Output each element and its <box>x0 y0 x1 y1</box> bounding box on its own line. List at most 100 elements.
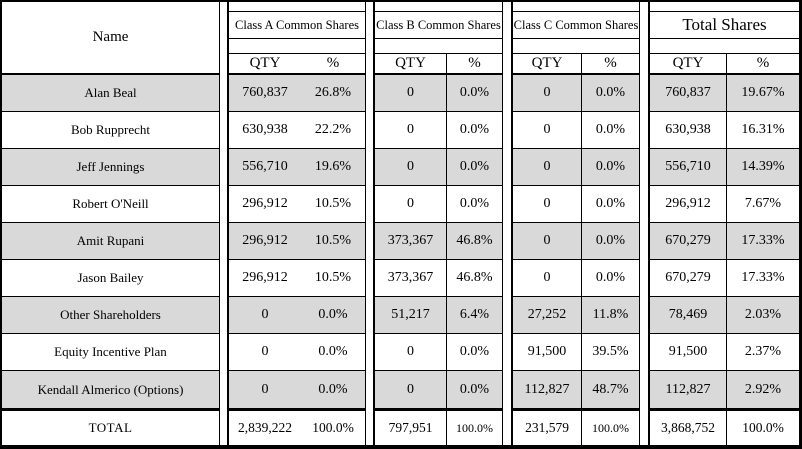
total-shares-body: 760,837 19.67% 630,938 16.31% 556,710 14.39% 2… <box>650 75 799 408</box>
table-row: Jason Bailey <box>2 260 219 297</box>
pct-value: 0.0% <box>318 307 348 322</box>
table-row: Kendall Almerico (Options) <box>2 371 219 408</box>
pct-value: 16.31% <box>726 112 799 148</box>
pct-column-header: % <box>726 54 799 73</box>
table-row: Alan Beal <box>2 75 219 112</box>
qty-value: 27,252 <box>527 307 567 322</box>
qty-value: 0 <box>407 381 414 397</box>
table-row: 0 0.0% <box>513 112 639 149</box>
table-row: 0 0.0% <box>513 75 639 112</box>
qty-value: 0 <box>543 85 551 100</box>
qty-value: 51,217 <box>391 307 430 322</box>
total-qty-value: 2,839,222 <box>238 420 292 435</box>
table-row: 0 0.0% <box>513 149 639 186</box>
pct-value: 10.5% <box>314 233 352 248</box>
pct-value: 6.4% <box>446 297 502 333</box>
pct-value: 19.67% <box>726 75 799 111</box>
pct-value: 17.33% <box>726 260 799 296</box>
class-c-section: Class C Common Shares QTY % 0 0.0% 0 0.0% 0 0… <box>511 2 640 445</box>
qty-value: 670,279 <box>665 270 711 285</box>
class-b-body: 0 0.0% 0 0.0% 0 0.0% 0 0.0% 373,367 46.8% 373,367 4… <box>375 75 502 408</box>
table-row: 0 0.0% <box>513 186 639 223</box>
table-row: 0 0.0% <box>375 75 502 112</box>
table-row: 296,912 10.5% <box>229 260 365 297</box>
table-row: 0 0.0% <box>229 371 365 408</box>
shareholder-name: Kendall Almerico (Options) <box>37 381 184 397</box>
pct-value: 2.37% <box>726 334 799 370</box>
qty-value: 630,938 <box>242 122 288 137</box>
table-row: Amit Rupani <box>2 223 219 260</box>
total-qty-value: 3,868,752 <box>661 420 715 435</box>
total-row: TOTAL <box>2 408 219 445</box>
table-row: Other Shareholders <box>2 297 219 334</box>
pct-value: 14.39% <box>726 149 799 185</box>
table-row: 556,710 19.6% <box>229 149 365 186</box>
pct-value: 19.6% <box>314 159 352 174</box>
table-row: Robert O'Neill <box>2 186 219 223</box>
table-row: 296,912 10.5% <box>229 223 365 260</box>
table-row: 373,367 46.8% <box>375 223 502 260</box>
class-a-subheader: QTY % <box>229 53 365 75</box>
table-row: 0 0.0% <box>513 223 639 260</box>
pct-value: 22.2% <box>314 122 352 137</box>
table-row: 112,827 2.92% <box>650 371 799 408</box>
total-shares-section: Total Shares QTY % 760,837 19.67% 630,938 1… <box>648 2 800 445</box>
pct-value: 0.0% <box>581 75 639 111</box>
qty-value: 91,500 <box>668 344 708 359</box>
qty-value: 670,279 <box>665 233 711 248</box>
total-row-label: TOTAL <box>88 420 133 435</box>
shareholder-name: Robert O'Neill <box>72 196 149 211</box>
header-spacer <box>650 2 799 11</box>
table-row: 0 0.0% <box>229 297 365 334</box>
qty-column-header: QTY <box>249 55 281 71</box>
table-row: 51,217 6.4% <box>375 297 502 334</box>
qty-value: 0 <box>543 233 551 248</box>
qty-value: 0 <box>543 122 551 137</box>
name-column-section: Name Alan Beal Bob Rupprecht Jeff Jennings… <box>2 2 220 445</box>
name-column-header: Name <box>2 2 219 75</box>
total-row: 3,868,752 100.0% <box>650 408 799 445</box>
shareholder-name: Other Shareholders <box>60 307 161 322</box>
table-row: 296,912 10.5% <box>229 186 365 223</box>
shareholder-name: Jeff Jennings <box>76 159 145 174</box>
total-qty-value: 797,951 <box>388 420 433 435</box>
table-row: 91,500 39.5% <box>513 334 639 371</box>
pct-column-header: % <box>446 54 502 73</box>
qty-column-header: QTY <box>531 55 563 71</box>
qty-value: 0 <box>543 159 551 174</box>
table-row: 0 0.0% <box>375 371 502 408</box>
pct-value: 46.8% <box>446 260 502 296</box>
qty-value: 556,710 <box>242 159 288 174</box>
pct-value: 26.8% <box>314 85 352 100</box>
class-c-body: 0 0.0% 0 0.0% 0 0.0% 0 0.0% 0 0.0% 0 0.0% 27,252 11.8… <box>513 75 639 408</box>
qty-value: 0 <box>261 381 269 397</box>
qty-value: 630,938 <box>665 122 711 137</box>
total-pct-value: 100.0% <box>446 411 502 445</box>
qty-value: 760,837 <box>242 85 288 100</box>
class-b-section: Class B Common Shares QTY % 0 0.0% 0 0.0% 0 0… <box>373 2 503 445</box>
header-spacer <box>229 2 365 11</box>
qty-value: 78,469 <box>668 307 708 322</box>
table-row: 296,912 7.67% <box>650 186 799 223</box>
qty-value: 296,912 <box>665 196 711 211</box>
pct-value: 10.5% <box>314 196 352 211</box>
pct-value: 0.0% <box>318 381 348 397</box>
table-row: 670,279 17.33% <box>650 223 799 260</box>
class-b-header: Class B Common Shares QTY % <box>375 2 502 75</box>
pct-value: 0.0% <box>581 149 639 185</box>
qty-value: 296,912 <box>242 233 288 248</box>
qty-value: 373,367 <box>387 233 434 248</box>
class-c-header: Class C Common Shares QTY % <box>513 2 639 75</box>
qty-column-header: QTY <box>672 55 704 71</box>
pct-value: 11.8% <box>581 297 639 333</box>
table-row: 0 0.0% <box>375 112 502 149</box>
table-row: 0 0.0% <box>375 186 502 223</box>
total-pct-value: 100.0% <box>581 411 639 445</box>
table-row: 373,367 46.8% <box>375 260 502 297</box>
table-row: Jeff Jennings <box>2 149 219 186</box>
total-row: 797,951 100.0% <box>375 408 502 445</box>
pct-value: 2.92% <box>726 371 799 408</box>
qty-column-header: QTY <box>395 55 426 71</box>
name-column-body: Alan Beal Bob Rupprecht Jeff Jennings Rober… <box>2 75 219 408</box>
table-row: 78,469 2.03% <box>650 297 799 334</box>
